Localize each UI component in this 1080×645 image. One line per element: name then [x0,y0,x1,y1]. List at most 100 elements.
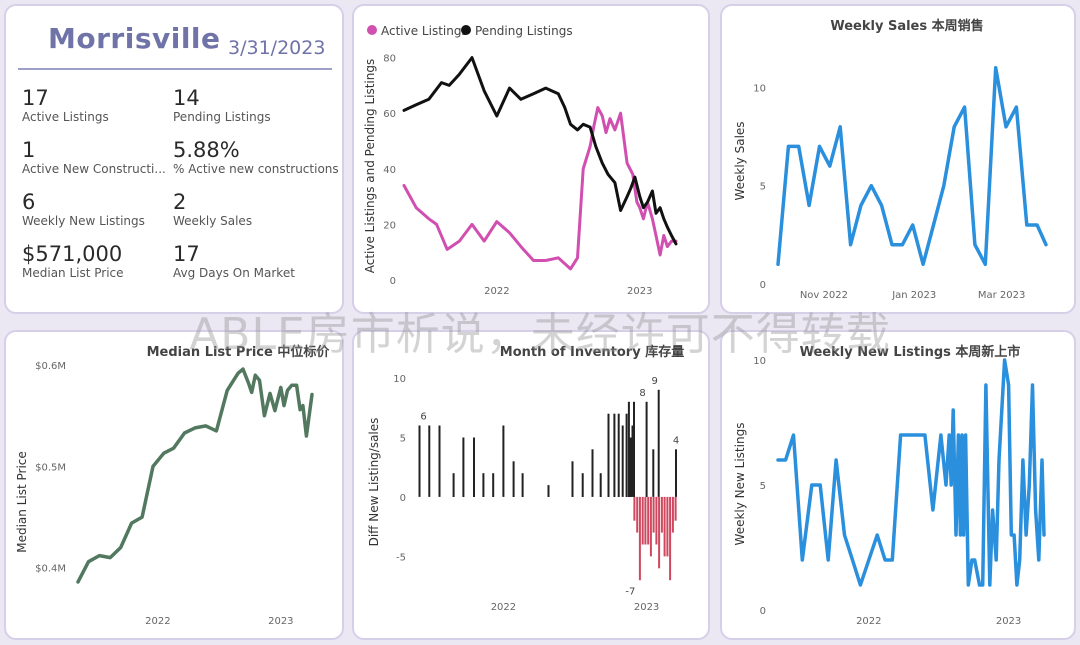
kpi-avg-days-on-market: 17 Avg Days On Market [173,242,295,281]
tick-label: 10 [753,83,766,94]
bar [627,401,630,497]
bar [428,425,431,497]
bar [502,425,505,497]
bar [625,413,628,497]
bar [638,496,641,581]
tick-label: 0 [760,280,766,291]
bar [607,413,610,497]
weekly-sales-chart: Weekly Sales 本周销售 0 5 10 Nov 2022 Jan 2023 Mar… [733,18,1048,301]
weekly-new-listings-chart-card: Weekly New Listings 本周新上市 0 5 10 2022 2023 Wee… [720,330,1076,640]
month-of-inventory-chart-card: Month of Inventory 库存量 -5 0 5 10 2022 2023 Diff… [352,330,710,640]
bar [599,473,602,497]
tick-label: Nov 2022 [800,290,848,301]
bar [482,473,485,497]
chart-title: Weekly Sales 本周销售 [830,18,983,34]
series-line [76,367,314,584]
kpi-value: 1 [22,138,36,162]
y-axis-label: Median List Price [15,451,29,553]
tick-label: 2023 [627,286,652,297]
kpi-label: Active Listings [22,110,109,124]
bar [644,496,647,545]
tick-label: -5 [396,552,406,563]
bar [669,496,672,581]
bar [547,485,550,497]
bar [591,449,594,497]
bar [613,413,616,497]
bar [671,496,674,533]
bar [631,425,634,497]
bar [633,496,636,521]
bar [660,496,663,533]
tick-label: 2023 [996,616,1021,627]
tick-label: 0 [390,276,396,287]
bar [674,496,677,521]
tick-label: 10 [393,374,406,385]
kpi-weekly-sales: 2 Weekly Sales [173,190,252,229]
chart-title: Weekly New Listings 本周新上市 [800,344,1021,360]
kpi-active-listings: 17 Active Listings [22,86,109,125]
bar [666,496,669,557]
bar [512,461,515,497]
tick-label: 2022 [856,616,881,627]
kpi-label: Pending Listings [173,110,271,124]
legend-label: Active Listings [381,24,468,38]
tick-label: 10 [753,356,766,367]
kpi-value: 17 [173,242,200,266]
tick-label: Jan 2023 [891,290,936,301]
tick-label: 2022 [491,602,516,613]
legend-marker [461,25,471,35]
tick-label: 0 [760,606,766,617]
bar [621,425,624,497]
kpi-label: Weekly New Listings [22,214,145,228]
median-price-chart: Median List Price 中位标价 $0.4M $0.5M $0.6M 202… [15,344,330,627]
legend-marker [367,25,377,35]
y-axis-label: Weekly New Listings [733,423,747,546]
tick-label: 5 [760,182,766,193]
tick-label: 2022 [145,616,170,627]
y-axis-label: Diff New Listing/sales [367,418,381,547]
series-line [402,106,678,271]
summary-card: Morrisville 3/31/2023 17 Active Listings… [4,4,344,314]
data-label: -7 [625,586,635,597]
kpi-label: Weekly Sales [173,214,253,228]
tick-label: 5 [400,433,406,444]
y-axis-label: Active Listings and Pending Listings [363,59,377,274]
tick-label: $0.6M [35,361,66,372]
tick-label: 2023 [634,602,659,613]
median-price-chart-card: Median List Price 中位标价 $0.4M $0.5M $0.6M 202… [4,330,344,640]
bar [492,473,495,497]
kpi-pct-new-construction: 5.88% % Active new constructions [173,138,339,177]
bar [571,461,574,497]
tick-label: 80 [383,54,396,65]
series-line [402,56,678,246]
bar [652,496,655,533]
kpi-value: 6 [22,190,36,214]
bar [629,437,632,497]
series-line [776,66,1048,267]
bar [663,496,666,557]
month-of-inventory-chart: Month of Inventory 库存量 -5 0 5 10 2022 2023 Diff… [367,344,684,613]
kpi-value: 14 [173,86,200,110]
kpi-value: 17 [22,86,49,110]
weekly-new-listings-chart: Weekly New Listings 本周新上市 0 5 10 2022 2023 Wee… [733,344,1046,627]
kpi-active-new-construction: 1 Active New Constructi... [22,138,166,177]
kpi-median-list-price: $571,000 Median List Price [22,242,124,281]
bar [655,496,658,545]
tick-label: 2023 [268,616,293,627]
tick-label: 2022 [484,286,509,297]
kpi-value: 5.88% [173,138,240,162]
bar [462,437,465,497]
city-title: Morrisville [48,22,221,55]
tick-label: 60 [383,109,396,120]
tick-label: $0.5M [35,462,66,473]
bar [581,473,584,497]
legend-label: Pending Listings [475,24,573,38]
chart-title: Month of Inventory 库存量 [500,344,684,360]
data-label: 4 [673,435,679,446]
kpi-label: % Active new constructions [173,162,339,176]
bar [633,401,635,497]
kpi-label: Active New Constructi... [22,162,166,176]
bar [652,449,655,497]
bar [617,413,620,497]
bar [657,389,660,497]
